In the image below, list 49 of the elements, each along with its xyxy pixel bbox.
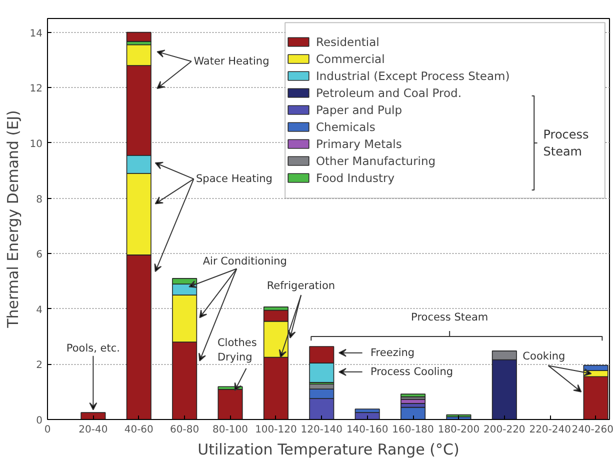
y-tick-label: 12	[30, 84, 43, 95]
x-tick-label: 220-240	[529, 424, 572, 436]
bar	[218, 388, 243, 420]
x-tick-label: 100-120	[255, 424, 297, 436]
y-tick-label: 0	[36, 416, 43, 426]
bar	[400, 398, 426, 404]
y-axis-title: Thermal Energy Demand (EJ)	[4, 110, 22, 329]
annotation: Water Heating	[194, 55, 270, 68]
annotation: Cooking	[522, 350, 566, 363]
annotation: Space Heating	[196, 172, 272, 185]
legend-label: Paper and Pulp	[316, 102, 404, 117]
annotation: Freezing	[370, 346, 415, 359]
x-tick-label: 160-180	[392, 424, 434, 436]
bar	[400, 406, 426, 420]
annotation: Clothes Drying	[217, 337, 257, 364]
annotation: Process Steam	[543, 128, 589, 158]
annotation: Refrigeration	[266, 280, 336, 292]
y-tick-label: 4	[36, 304, 43, 316]
legend-label: Primary Metals	[316, 136, 403, 151]
y-tick-label: 10	[30, 138, 43, 150]
x-tick-label: 240-260	[572, 424, 613, 436]
x-tick-label: 80-100	[212, 424, 248, 436]
legend-label: Petroleum and Coal Prod.	[316, 85, 462, 100]
bar	[126, 32, 152, 42]
annotation: Process Steam	[411, 312, 488, 324]
x-tick-label: 200-220	[484, 424, 526, 436]
legend-label: Commercial	[316, 51, 386, 66]
y-tick-label: 14	[30, 28, 43, 40]
legend-label: Chemicals	[316, 119, 376, 134]
x-tick-label: 60-80	[170, 424, 200, 436]
legend-label: Food Industry	[316, 170, 396, 185]
y-tick-label: 2	[36, 360, 43, 372]
legend-label: Other Manufacturing	[316, 153, 437, 168]
annotation: Air Conditioning	[202, 255, 287, 268]
x-tick-label: 120-140	[300, 424, 343, 436]
legend-label: Residential	[316, 34, 380, 49]
annotation: Process Cooling	[370, 366, 454, 378]
y-tick-label: 6	[36, 250, 43, 261]
legend-label: Industrial (Except Process Steam)	[316, 68, 510, 83]
x-tick-label: 180-200	[438, 424, 480, 436]
bar	[400, 394, 426, 398]
y-tick-label: 8	[36, 194, 43, 206]
bar	[80, 412, 106, 420]
x-tick-label: 0	[44, 424, 51, 436]
x-axis-title: Utilization Temperature Range (°C)	[198, 440, 460, 458]
x-tick-label: 40-60	[124, 424, 154, 436]
x-tick-label: 20-40	[78, 424, 108, 436]
x-tick-label: 140-160	[346, 424, 388, 436]
annotation: Pools, etc.	[66, 342, 120, 355]
